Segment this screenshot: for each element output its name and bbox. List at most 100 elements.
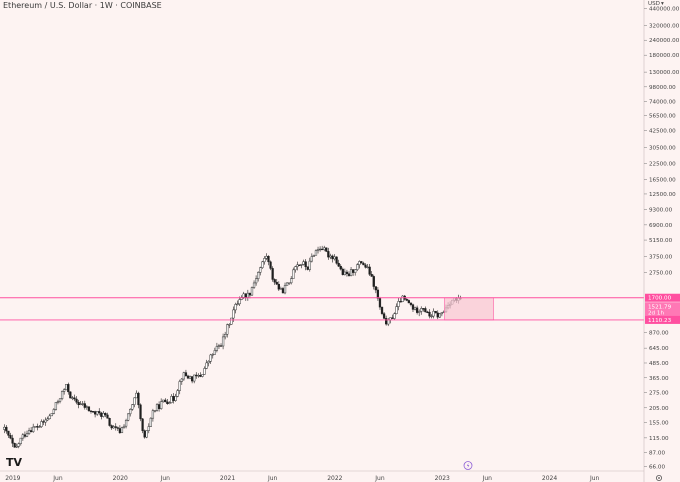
y-tick-label: 16500.00 [649,178,676,184]
y-tick-label: 66.00 [649,465,665,471]
candle [275,279,278,285]
candle [67,382,70,395]
candle-body-down [116,427,119,429]
candle-body-up [254,278,258,284]
candle [83,400,86,410]
candle-body-up [387,319,390,325]
candle [118,425,122,434]
candle-body-up [38,426,41,428]
chart-title: Ethereum / U.S. Dollar · 1W · COINBASE [3,1,162,10]
candle-body-up [343,271,346,275]
candle [87,406,91,412]
candle [186,374,190,380]
candle [25,430,29,438]
candle-body-down [267,255,270,263]
candle [65,384,68,391]
candle [310,253,313,263]
candle-body-down [298,264,301,266]
candle-body-down [370,274,373,277]
candle [382,311,386,320]
candle [81,400,84,406]
candle-body-up [170,396,173,403]
candle [259,266,262,276]
candle-body-up [124,420,128,427]
candle-body-down [139,404,142,420]
y-tick-label: 275.00 [649,391,669,397]
candle [69,391,72,399]
y-tick-label: 870.00 [649,331,669,337]
candle [316,246,320,254]
candle-body-down [391,317,394,319]
candle-body-up [314,250,318,256]
candle [211,353,214,359]
candle-body-down [11,437,14,444]
candle-body-up [279,288,283,290]
candle-body-down [69,391,72,399]
candle [440,312,444,317]
candle-body-up [60,391,64,399]
candle-body-up [228,324,231,326]
candle-body-up [44,419,47,423]
candle [380,306,384,316]
candle [164,398,167,403]
candle [364,263,367,269]
y-tick-label: 130000.00 [649,70,680,76]
candle [329,253,332,260]
candle-body-down [87,406,91,412]
x-axis[interactable]: 2019 Jun 2020 Jun 2021 Jun 2022 Jun 2023 Jun 2024 J… [0,470,644,482]
x-tick-label: Jun [160,475,171,482]
candle-body-up [358,261,361,265]
candle-body-down [281,288,285,294]
candle [430,314,433,319]
candle [124,418,128,429]
y-tick-label: 365.00 [649,376,669,382]
candle-body-down [186,375,190,379]
candle-body-down [164,399,167,403]
candle [290,276,293,285]
candle [42,419,45,426]
candle [131,404,134,411]
lightning-icon[interactable] [463,461,473,470]
candle [302,259,305,266]
candle [428,309,431,319]
candle-body-up [50,413,53,417]
currency-caret-icon[interactable]: ▾ [661,1,664,7]
candle-body-down [172,396,175,401]
candle-body-down [364,264,367,268]
candle [174,393,177,402]
candle [397,297,400,311]
countdown-label: 2d 1h [648,311,664,317]
candle [13,442,16,448]
candle-body-down [91,411,95,413]
candle [85,405,88,410]
candle [339,264,342,271]
candle-body-up [21,434,24,439]
candle [370,271,373,277]
candle [345,269,349,277]
candle [63,388,66,395]
candle-body-up [27,430,31,435]
y-axis[interactable]: 66.00 87.00 115.00 155.00 205.00 275.00 365.00… [643,0,680,482]
candle [422,308,425,312]
candle-body-down [339,265,342,270]
settings-gear-icon[interactable] [656,474,663,481]
candle [32,423,35,433]
candle [93,410,97,418]
candle [360,260,363,264]
candle-body-down [306,266,309,270]
candle-body-up [71,397,74,399]
candle-body-up [182,372,185,380]
candle [170,394,173,404]
candle [114,423,117,431]
candle [75,396,78,405]
candle-body-up [418,311,421,313]
candle-body-down [118,428,122,434]
candle [193,374,196,384]
candle-body-up [438,313,441,318]
candle-body-up [395,306,398,314]
candle [372,274,375,290]
candle [335,256,338,265]
candle [184,369,188,377]
candle [424,306,427,313]
